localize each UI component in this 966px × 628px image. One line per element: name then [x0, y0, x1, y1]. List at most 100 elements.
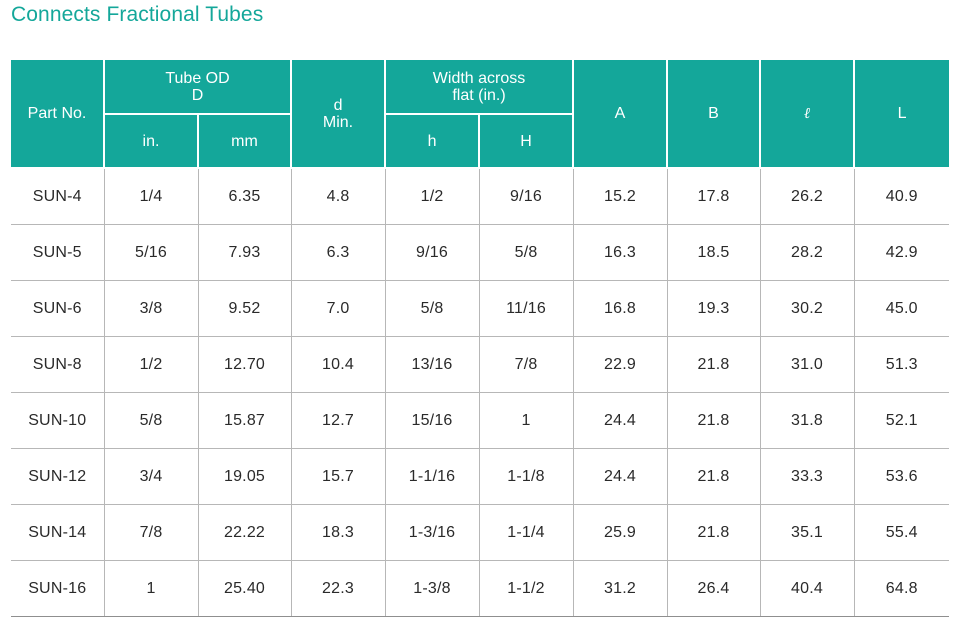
cell-flat-H: 9/16 [479, 168, 574, 225]
header-width-across-flat: Width across flat (in.) [384, 60, 575, 115]
cell-B: 21.8 [667, 448, 761, 505]
cell-flat-h: 1-1/16 [385, 448, 480, 505]
cell-od-mm: 15.87 [198, 392, 292, 449]
header-tube-od-line2: D [191, 86, 204, 104]
cell-L: 51.3 [854, 336, 950, 393]
cell-part-no: SUN-16 [11, 560, 105, 617]
cell-d-min: 4.8 [291, 168, 386, 225]
cell-A: 24.4 [573, 448, 668, 505]
cell-d-min: 12.7 [291, 392, 386, 449]
header-L: L [853, 60, 950, 169]
header-A: A [572, 60, 669, 169]
cell-d-min: 10.4 [291, 336, 386, 393]
cell-L: 45.0 [854, 280, 950, 337]
header-H: H [478, 114, 574, 169]
cell-od-mm: 22.22 [198, 504, 292, 561]
header-width-line1: Width across [432, 69, 526, 87]
cell-L: 55.4 [854, 504, 950, 561]
table-row: SUN-14 7/8 22.22 18.3 1-3/16 1-1/4 25.9 21.8 35.… [11, 504, 950, 561]
cell-flat-h: 1-3/8 [385, 560, 480, 617]
cell-od-in: 3/8 [104, 280, 199, 337]
header-l: ℓ [759, 60, 856, 169]
cell-L: 40.9 [854, 168, 950, 225]
cell-B: 21.8 [667, 336, 761, 393]
cell-A: 16.3 [573, 224, 668, 281]
cell-B: 21.8 [667, 504, 761, 561]
cell-L: 64.8 [854, 560, 950, 617]
cell-d-min: 22.3 [291, 560, 386, 617]
cell-l: 31.0 [760, 336, 855, 393]
cell-flat-h: 13/16 [385, 336, 480, 393]
header-d-line2: Min. [322, 113, 354, 131]
cell-flat-H: 1-1/4 [479, 504, 574, 561]
cell-od-in: 1 [104, 560, 199, 617]
table-row: SUN-5 5/16 7.93 6.3 9/16 5/8 16.3 18.5 28.2 42.9 [11, 224, 950, 281]
cell-od-mm: 6.35 [198, 168, 292, 225]
table-row: SUN-10 5/8 15.87 12.7 15/16 1 24.4 21.8 31.8 52.1 [11, 392, 950, 449]
cell-od-mm: 19.05 [198, 448, 292, 505]
cell-od-in: 5/8 [104, 392, 199, 449]
cell-part-no: SUN-6 [11, 280, 105, 337]
table-row: SUN-12 3/4 19.05 15.7 1-1/16 1-1/8 24.4 21.8 33.… [11, 448, 950, 505]
header-part-no: Part No. [11, 60, 105, 169]
table-row: SUN-4 1/4 6.35 4.8 1/2 9/16 15.2 17.8 26.2 40.9 [11, 168, 950, 225]
cell-L: 53.6 [854, 448, 950, 505]
page-title: Connects Fractional Tubes [11, 3, 264, 26]
cell-part-no: SUN-5 [11, 224, 105, 281]
cell-od-in: 1/4 [104, 168, 199, 225]
table-row: SUN-16 1 25.40 22.3 1-3/8 1-1/2 31.2 26.4 40.4 64… [11, 560, 950, 617]
cell-od-mm: 9.52 [198, 280, 292, 337]
header-mm: mm [196, 114, 293, 169]
cell-flat-h: 1-3/16 [385, 504, 480, 561]
cell-flat-H: 1-1/8 [479, 448, 574, 505]
cell-od-mm: 12.70 [198, 336, 292, 393]
cell-l: 40.4 [760, 560, 855, 617]
cell-d-min: 15.7 [291, 448, 386, 505]
cell-flat-h: 5/8 [385, 280, 480, 337]
cell-flat-H: 5/8 [479, 224, 574, 281]
cell-B: 18.5 [667, 224, 761, 281]
cell-B: 26.4 [667, 560, 761, 617]
table-header: Part No. Tube OD D d Min. Width across f… [11, 60, 950, 169]
cell-flat-h: 9/16 [385, 224, 480, 281]
cell-B: 17.8 [667, 168, 761, 225]
cell-od-in: 7/8 [104, 504, 199, 561]
cell-flat-h: 15/16 [385, 392, 480, 449]
cell-part-no: SUN-14 [11, 504, 105, 561]
cell-part-no: SUN-10 [11, 392, 105, 449]
cell-od-in: 3/4 [104, 448, 199, 505]
cell-flat-H: 7/8 [479, 336, 574, 393]
cell-B: 21.8 [667, 392, 761, 449]
cell-d-min: 18.3 [291, 504, 386, 561]
cell-l: 30.2 [760, 280, 855, 337]
cell-od-in: 1/2 [104, 336, 199, 393]
header-B: B [666, 60, 762, 169]
cell-od-mm: 25.40 [198, 560, 292, 617]
header-tube-od-line1: Tube OD [165, 69, 230, 87]
cell-A: 16.8 [573, 280, 668, 337]
table-body: SUN-4 1/4 6.35 4.8 1/2 9/16 15.2 17.8 26.2 40.9 SU… [11, 168, 950, 617]
cell-flat-h: 1/2 [385, 168, 480, 225]
cell-l: 35.1 [760, 504, 855, 561]
header-d-line1: d [333, 96, 343, 114]
header-tube-od: Tube OD D [102, 60, 293, 115]
header-width-line2: flat (in.) [452, 86, 506, 104]
header-in: in. [104, 114, 199, 169]
cell-l: 33.3 [760, 448, 855, 505]
cell-l: 28.2 [760, 224, 855, 281]
cell-flat-H: 1 [479, 392, 574, 449]
cell-od-in: 5/16 [104, 224, 199, 281]
cell-A: 22.9 [573, 336, 668, 393]
cell-A: 25.9 [573, 504, 668, 561]
cell-part-no: SUN-12 [11, 448, 105, 505]
cell-od-mm: 7.93 [198, 224, 292, 281]
cell-part-no: SUN-4 [11, 168, 105, 225]
cell-l: 26.2 [760, 168, 855, 225]
cell-L: 52.1 [854, 392, 950, 449]
cell-flat-H: 1-1/2 [479, 560, 574, 617]
header-d-min: d Min. [290, 60, 387, 169]
cell-A: 24.4 [573, 392, 668, 449]
spec-table: Part No. Tube OD D d Min. Width across f… [11, 60, 950, 617]
cell-L: 42.9 [854, 224, 950, 281]
cell-part-no: SUN-8 [11, 336, 105, 393]
